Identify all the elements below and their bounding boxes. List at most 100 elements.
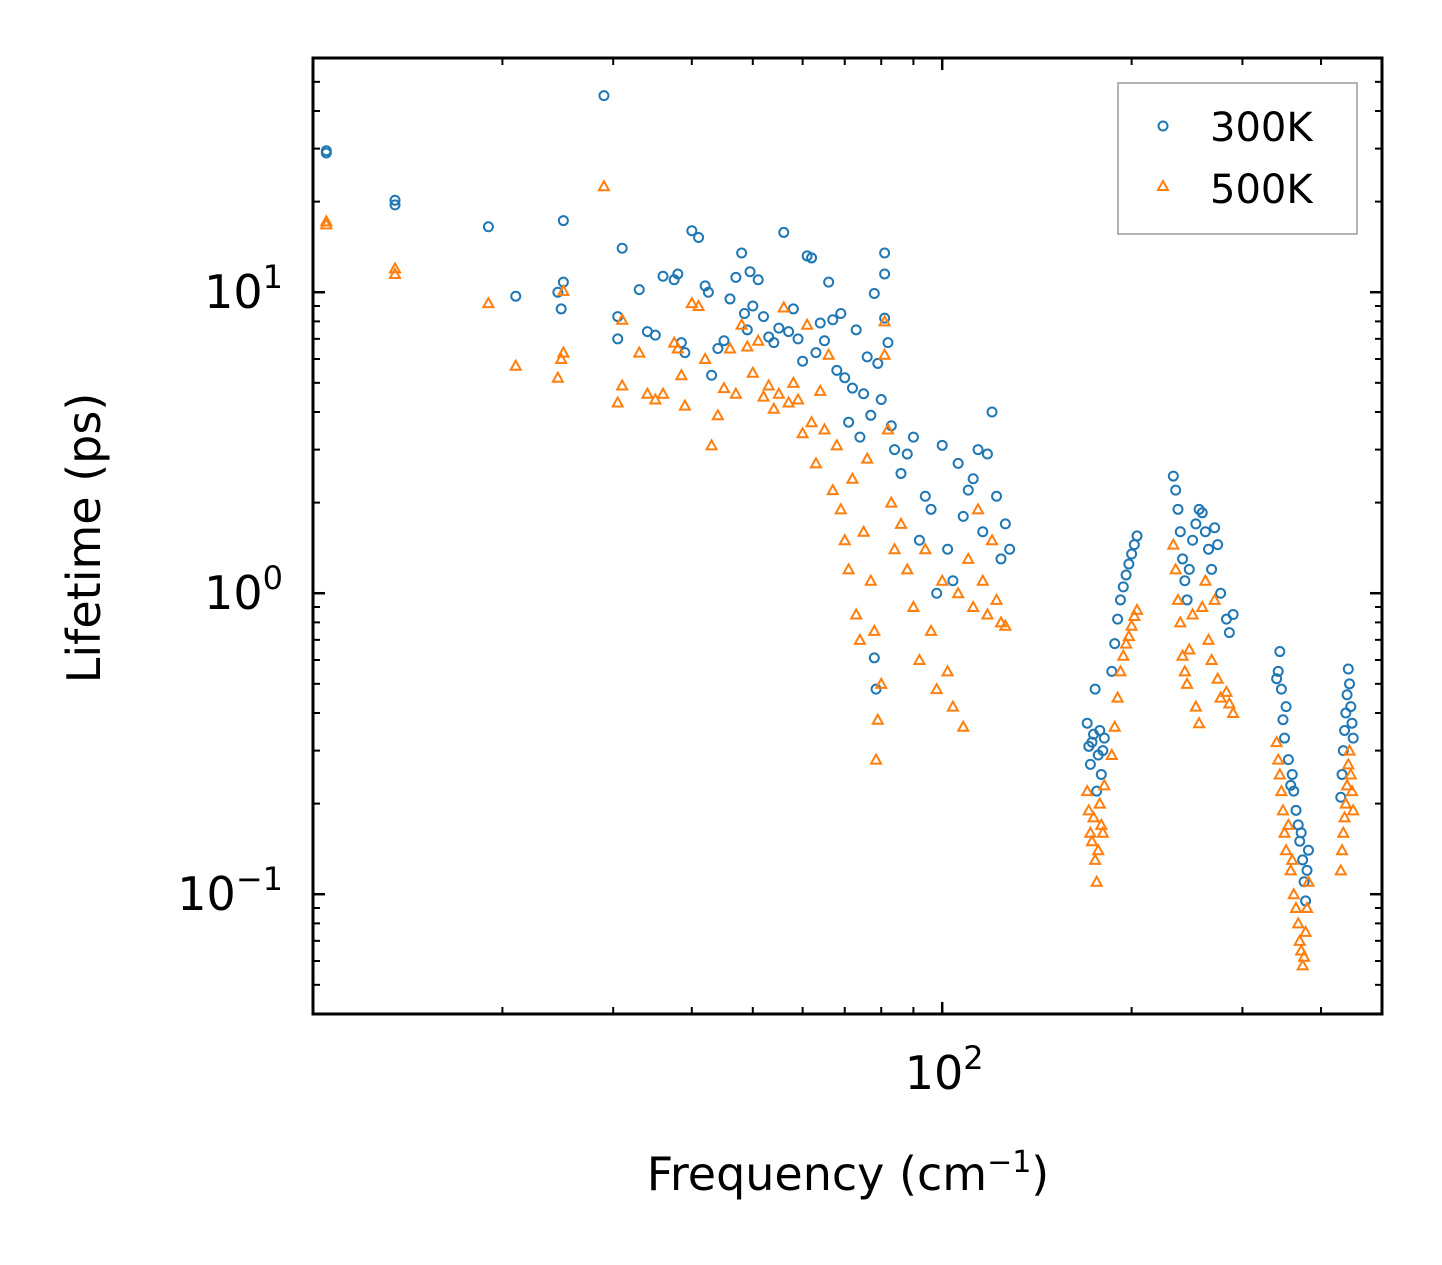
point-300K	[870, 683, 882, 695]
point-500K	[671, 341, 685, 354]
point-500K	[597, 179, 611, 192]
point-500K	[717, 381, 731, 394]
point-300K	[649, 329, 661, 341]
y-axis-title: Lifetime (ps)	[57, 393, 111, 684]
point-300K	[995, 553, 1007, 565]
point-500K	[1289, 900, 1303, 913]
point-300K	[389, 199, 401, 211]
legend-marker-500k	[1156, 178, 1170, 191]
point-300K	[1117, 581, 1129, 593]
point-300K	[962, 484, 974, 496]
point-300K	[1114, 594, 1126, 606]
point-500K	[1130, 602, 1144, 615]
point-300K	[1199, 526, 1211, 538]
point-300K	[895, 467, 907, 479]
point-500K	[762, 378, 776, 391]
point-500K	[1345, 784, 1359, 797]
point-300K	[1174, 526, 1186, 538]
point-300K	[942, 543, 954, 555]
point-300K	[768, 337, 780, 349]
point-500K	[1088, 852, 1102, 865]
point-500K	[976, 573, 990, 586]
point-500K	[1119, 636, 1133, 649]
point-300K	[1172, 503, 1184, 515]
point-300K	[598, 90, 610, 102]
point-500K	[615, 378, 629, 391]
point-500K	[388, 266, 402, 279]
x-tick-label: 102	[905, 1039, 984, 1100]
point-300K	[1081, 717, 1093, 729]
point-300K	[1301, 864, 1313, 876]
point-500K	[845, 471, 860, 484]
point-500K	[1116, 648, 1130, 661]
point-300K	[758, 311, 770, 323]
point-500K	[698, 351, 712, 364]
point-300K	[1123, 558, 1135, 570]
point-500K	[1082, 803, 1096, 816]
point-500K	[711, 408, 725, 421]
point-500K	[319, 217, 334, 230]
point-300K	[986, 406, 998, 418]
point-300K	[1347, 732, 1359, 744]
point-500K	[1175, 648, 1190, 661]
point-500K	[1213, 690, 1228, 703]
point-300K	[778, 226, 790, 238]
point-300K	[1346, 717, 1358, 729]
point-500K	[1127, 608, 1142, 622]
point-500K	[691, 298, 706, 311]
point-300K	[1275, 683, 1287, 695]
point-500K	[961, 551, 975, 564]
point-300K	[1279, 732, 1291, 744]
point-500K	[319, 214, 334, 227]
point-300K	[936, 439, 948, 451]
point-300K	[1177, 553, 1189, 565]
point-500K	[1300, 900, 1314, 913]
point-500K	[1180, 676, 1194, 689]
point-500K	[813, 383, 827, 396]
point-500K	[980, 607, 995, 620]
point-300K	[797, 355, 809, 367]
point-300K	[1187, 534, 1199, 546]
point-500K	[1295, 958, 1310, 971]
point-500K	[632, 345, 646, 358]
point-500K	[1340, 778, 1354, 791]
point-500K	[678, 398, 692, 411]
point-300K	[616, 242, 628, 254]
point-300K	[835, 307, 847, 319]
point-300K	[850, 324, 862, 336]
point-300K	[1170, 484, 1182, 496]
point-300K	[868, 288, 880, 300]
legend-frame	[1117, 82, 1358, 235]
point-500K	[989, 592, 1004, 605]
plot-frame	[311, 56, 1384, 1016]
point-500K	[1342, 743, 1357, 756]
point-500K	[1277, 825, 1292, 838]
point-300K	[724, 293, 736, 305]
point-500K	[648, 392, 663, 405]
point-300K	[1271, 673, 1283, 685]
tick-labels: 10−1 100 101 102	[177, 258, 983, 1100]
point-300K	[879, 247, 891, 259]
point-500K	[556, 283, 571, 296]
point-500K	[1287, 887, 1301, 900]
point-300K	[991, 490, 1003, 502]
point-500K	[817, 422, 832, 435]
point-500K	[1189, 699, 1203, 712]
point-300K	[1339, 724, 1351, 736]
point-500K	[1285, 852, 1299, 865]
point-500K	[1085, 834, 1099, 847]
point-300K	[868, 652, 880, 664]
point-500K	[849, 607, 863, 620]
point-300K	[947, 575, 959, 587]
series-500k-points	[319, 179, 1360, 971]
point-300K	[865, 409, 877, 421]
point-300K	[882, 337, 894, 349]
point-300K	[1286, 768, 1298, 780]
point-500K	[1089, 874, 1104, 887]
point-500K	[998, 618, 1013, 631]
point-300K	[738, 307, 750, 319]
point-300K	[823, 276, 835, 288]
point-300K	[1295, 827, 1307, 839]
point-500K	[940, 664, 955, 677]
legend-label-300k: 300K	[1210, 105, 1314, 151]
